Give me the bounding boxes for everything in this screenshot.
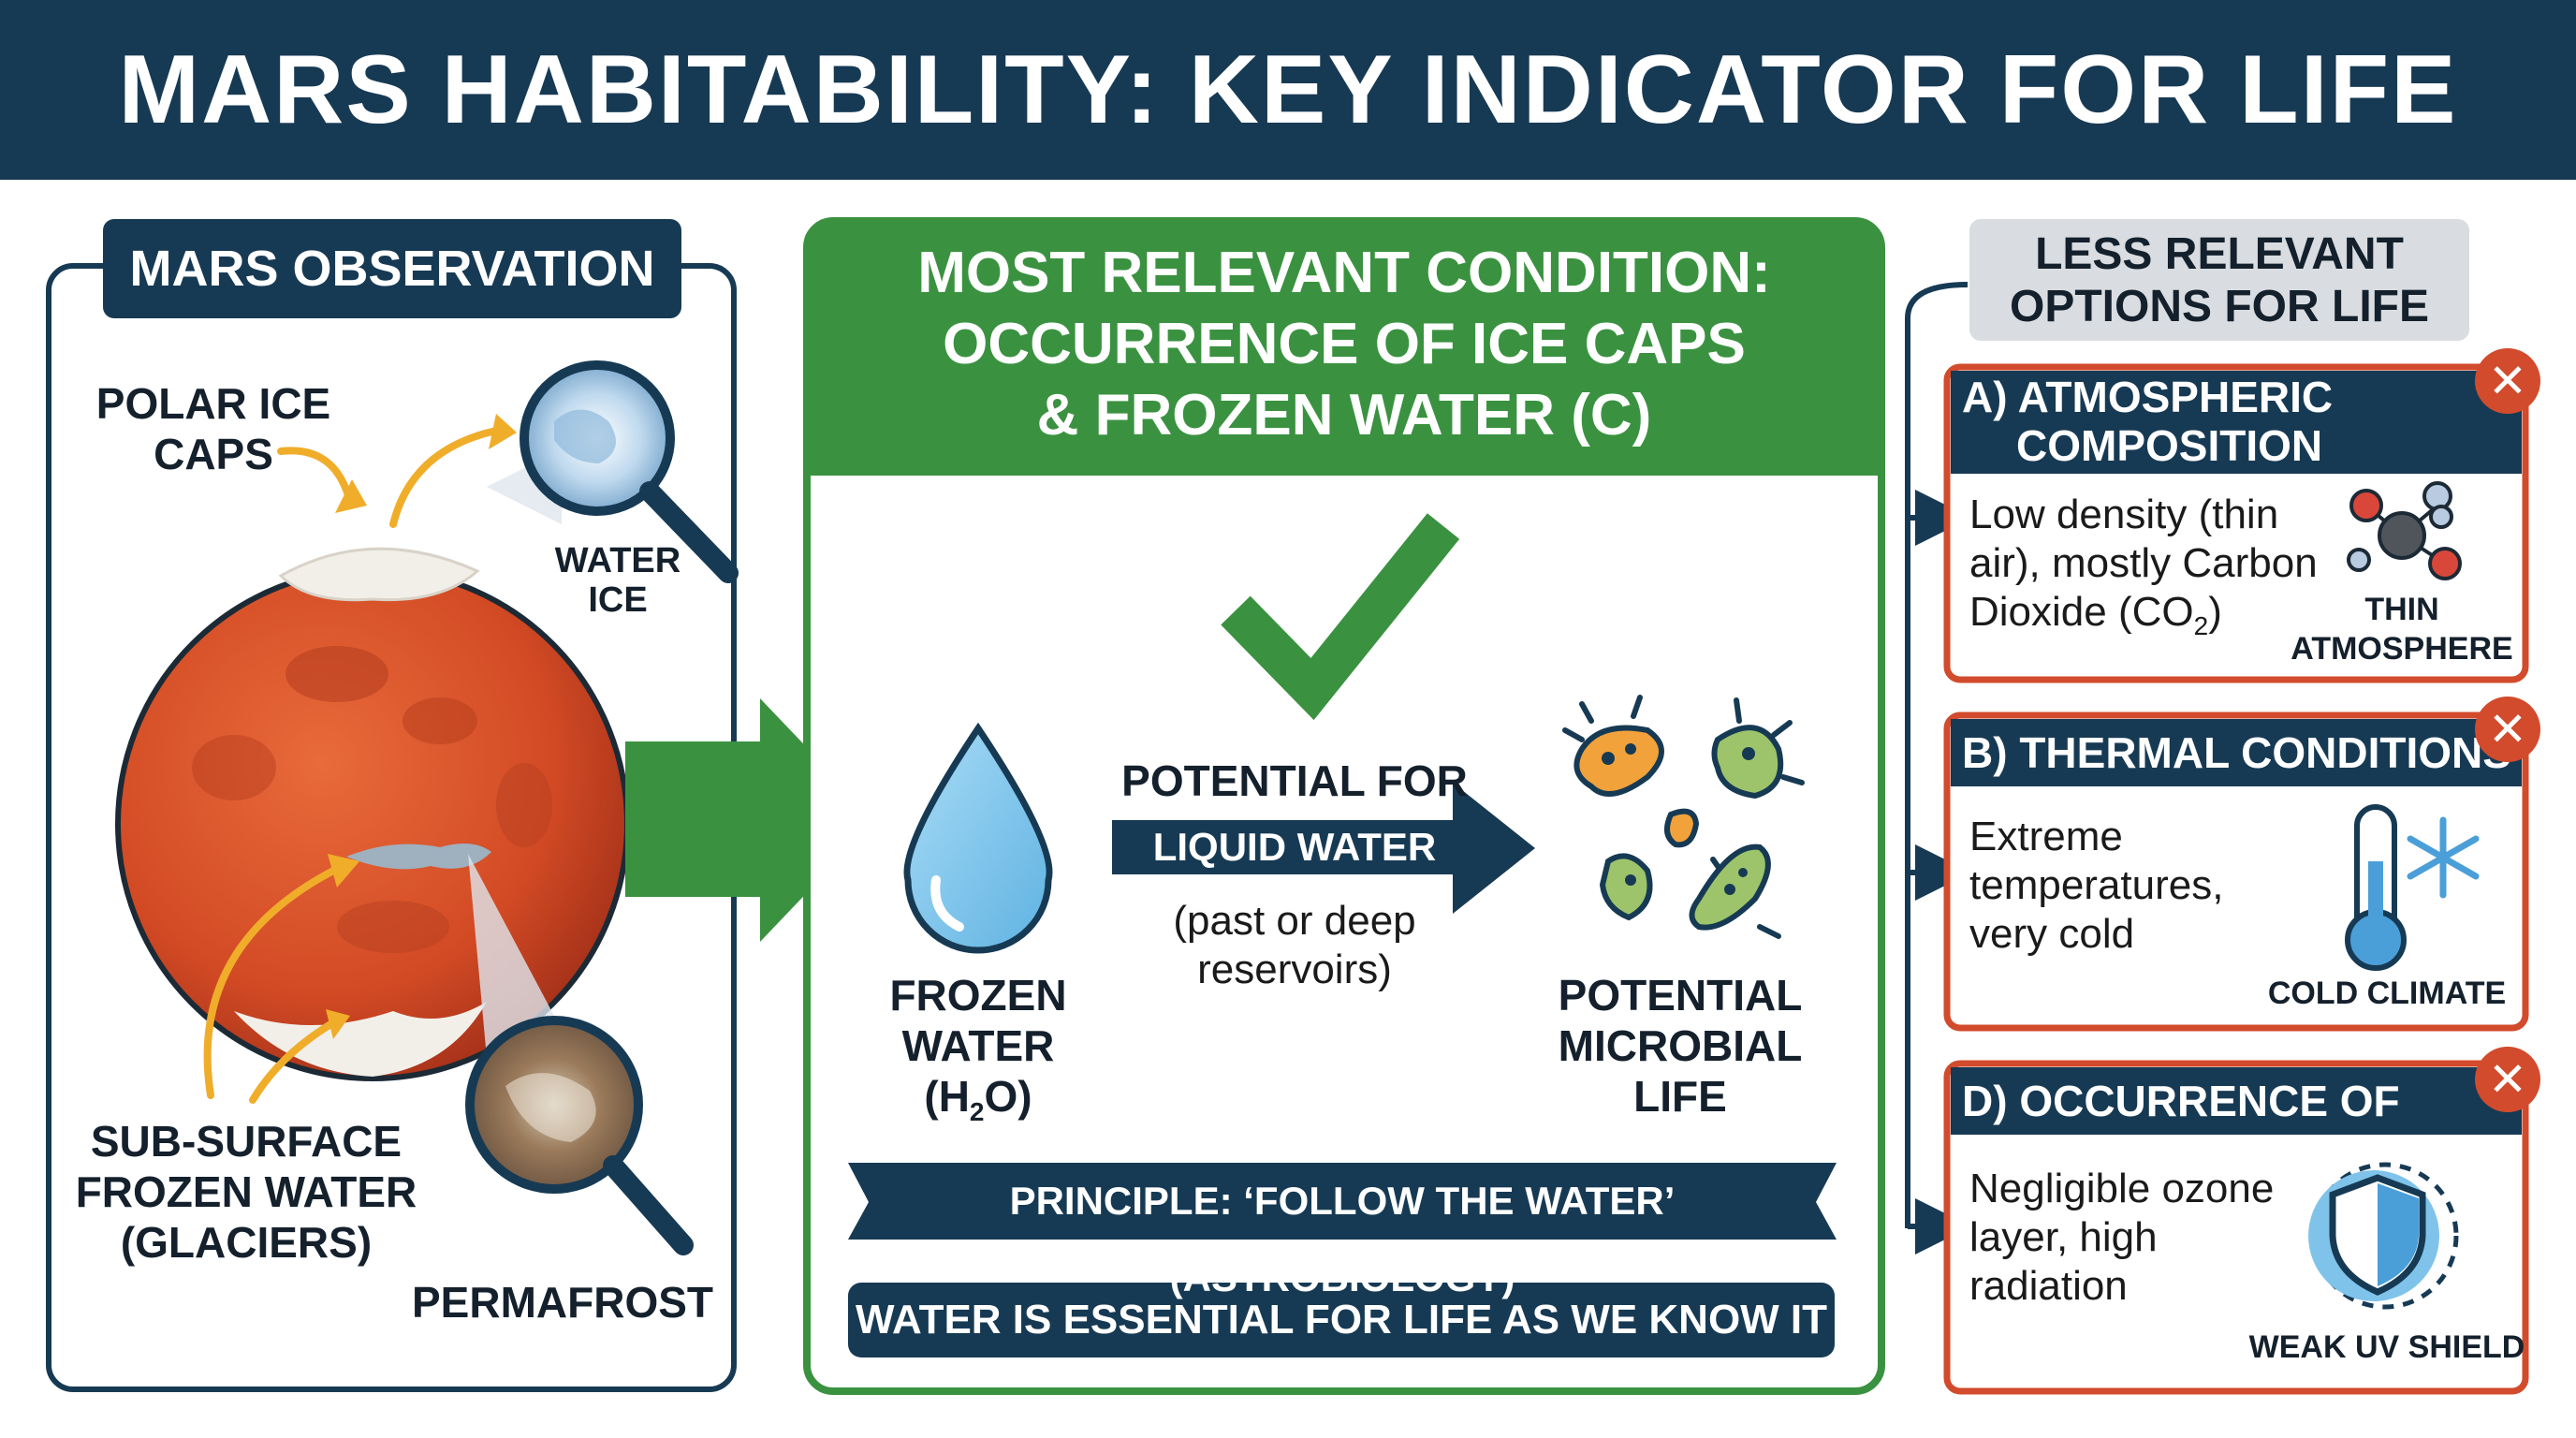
co2-molecule-icon <box>2347 481 2462 580</box>
left-panel-header-text: MARS OBSERVATION <box>129 241 655 297</box>
polar-ice-caps-line1: POLAR ICE <box>95 379 331 428</box>
water-drop-icon <box>903 722 1053 954</box>
center-header-line1: MOST RELEVANT CONDITION: <box>917 241 1771 305</box>
microbial-life-line2: MICROBIAL LIFE <box>1558 1021 1803 1121</box>
card-a-caption-line1: THIN <box>2364 592 2439 627</box>
card-d-text-line3: radiation <box>1969 1263 2128 1309</box>
frozen-formula-sub: 2 <box>969 1097 985 1127</box>
card-a-formula-b: ) <box>2208 589 2222 635</box>
sub-surface-line2: FROZEN WATER <box>75 1167 417 1216</box>
liquid-water-arrow <box>1112 783 1535 914</box>
microbial-life-line1: POTENTIAL <box>1558 971 1803 1020</box>
essential-bar-shape <box>848 1283 1835 1357</box>
essential-text: WATER IS ESSENTIAL FOR LIFE AS WE KNOW I… <box>855 1297 1828 1343</box>
card-b-text-line2: temperatures, <box>1969 862 2224 908</box>
right-header-line2: OPTIONS FOR LIFE <box>2009 282 2429 331</box>
yellow-arrows <box>203 427 500 1104</box>
card-ozone-text: Negligible ozone layer, high radiation <box>1969 1165 2288 1311</box>
card-ozone-caption: WEAK UV SHIELD <box>2247 1328 2527 1367</box>
reservoirs-line2: reservoirs) <box>1197 946 1392 992</box>
right-header-box <box>1969 219 2469 341</box>
frozen-water-line1: FROZEN <box>889 971 1067 1020</box>
thermometer-icon <box>2345 804 2407 971</box>
microbes-icon <box>1562 695 1805 939</box>
card-thermal-title: B) THERMAL CONDITIONS <box>1962 719 2524 786</box>
reservoirs-line1: (past or deep <box>1173 898 1416 944</box>
card-d-close-icon[interactable]: ✕ <box>2475 1047 2540 1112</box>
card-header-bands <box>1951 371 2522 1135</box>
left-panel-header: MARS OBSERVATION <box>103 219 681 318</box>
liquid-water-text: LIQUID WATER <box>1152 825 1437 869</box>
checkmark-icon <box>1221 513 1460 721</box>
permafrost-magnifier <box>465 854 694 1255</box>
water-ice-magnifier <box>487 360 739 583</box>
card-a-formula-a: Dioxide (CO <box>1969 589 2194 635</box>
reservoirs-note: (past or deep reservoirs) <box>1112 897 1477 994</box>
card-atmospheric-title: A) ATMOSPHERIC COMPOSITION <box>1962 373 2486 470</box>
liquid-water-label: LIQUID WATER <box>1112 820 1477 874</box>
card-d-text-line1: Negligible ozone <box>1969 1166 2275 1211</box>
card-a-close-icon[interactable]: ✕ <box>2475 348 2540 414</box>
card-a-title-line1: A) ATMOSPHERIC <box>1962 373 2334 421</box>
card-b-text-line1: Extreme <box>1969 814 2123 859</box>
card-atmospheric-text: Low density (thin air), mostly Carbon Di… <box>1969 491 2325 651</box>
sub-surface-label: SUB-SURFACE FROZEN WATER (GLACIERS) <box>73 1116 419 1268</box>
card-ozone-title: D) OCCURRENCE OF OZONE <box>1962 1067 2524 1193</box>
sub-surface-line1: SUB-SURFACE <box>90 1117 402 1166</box>
card-a-caption-line2: ATMOSPHERE <box>2291 631 2513 667</box>
card-d-text-line2: layer, high <box>1969 1214 2158 1260</box>
potential-for-label: POTENTIAL FOR <box>1112 755 1477 807</box>
polar-ice-caps-label: POLAR ICE CAPS <box>82 378 344 479</box>
polar-ice-caps-line2: CAPS <box>154 430 273 478</box>
frozen-water-line3: (H2O) <box>861 1071 1095 1137</box>
card-a-text-line1: Low density (thin <box>1969 492 2279 537</box>
card-d-caption-line1: WEAK UV SHIELD <box>2248 1329 2525 1365</box>
page-title: MARS HABITABILITY: KEY INDICATOR FOR LIF… <box>118 36 2458 144</box>
water-ice-line1: WATER <box>554 541 681 580</box>
yellow-arrowheads <box>326 414 517 1039</box>
frozen-formula-b: O) <box>984 1072 1032 1121</box>
card-atmospheric-caption: THIN ATMOSPHERE <box>2290 590 2514 668</box>
essential-banner: WATER IS ESSENTIAL FOR LIFE AS WE KNOW I… <box>848 1283 1835 1357</box>
snowflake-icon <box>2407 816 2480 899</box>
card-b-title-line1: B) THERMAL CONDITIONS <box>1962 728 2511 777</box>
card-a-title-line2: COMPOSITION <box>2016 421 2323 470</box>
card-b-caption-line1: COLD CLIMATE <box>2267 976 2507 1011</box>
center-panel-frame <box>803 217 1885 1395</box>
right-panel-header: LESS RELEVANT OPTIONS FOR LIFE <box>1969 228 2469 333</box>
potential-for-text: POTENTIAL FOR <box>1121 756 1468 805</box>
principle-ribbon-shape <box>848 1163 1837 1240</box>
permafrost-text: PERMAFROST <box>412 1278 713 1327</box>
card-thermal-text: Extreme temperatures, very cold <box>1969 813 2288 959</box>
microbial-life-label: POTENTIAL MICROBIAL LIFE <box>1507 970 1853 1122</box>
permafrost-label: PERMAFROST <box>412 1277 713 1328</box>
right-bracket <box>1905 282 1971 1255</box>
principle-text: PRINCIPLE: ‘FOLLOW THE WATER’ (ASTROBIOL… <box>1009 1179 1676 1299</box>
card-d-title-line1: D) OCCURRENCE OF OZONE <box>1962 1077 2400 1193</box>
card-b-close-icon[interactable]: ✕ <box>2475 697 2540 762</box>
water-ice-label: WATER ICE <box>543 541 693 620</box>
frozen-formula-a: (H <box>924 1072 970 1121</box>
frozen-water-label: FROZEN WATER (H2O) <box>861 970 1095 1137</box>
principle-banner: PRINCIPLE: ‘FOLLOW THE WATER’ (ASTROBIOL… <box>848 1163 1837 1299</box>
sub-surface-line3: (GLACIERS) <box>120 1218 373 1267</box>
shield-icon <box>2308 1162 2459 1310</box>
center-header-line3: & FROZEN WATER (C) <box>1036 383 1652 448</box>
water-ice-line2: ICE <box>588 580 648 620</box>
card-thermal-caption: COLD CLIMATE <box>2247 974 2527 1013</box>
frozen-water-line2: WATER <box>901 1021 1055 1070</box>
title-bar: MARS HABITABILITY: KEY INDICATOR FOR LIF… <box>0 0 2576 180</box>
card-a-text-line3: Dioxide (CO2) <box>1969 588 2325 651</box>
center-panel-header: MOST RELEVANT CONDITION: OCCURRENCE OF I… <box>812 238 1876 451</box>
card-a-text-line2: air), mostly Carbon <box>1969 540 2318 586</box>
mars-planet <box>115 547 630 1081</box>
right-header-line1: LESS RELEVANT <box>2035 229 2404 279</box>
card-a-formula-sub: 2 <box>2193 610 2209 640</box>
card-b-text-line3: very cold <box>1969 911 2135 957</box>
center-header-line2: OCCURRENCE OF ICE CAPS <box>943 312 1746 376</box>
